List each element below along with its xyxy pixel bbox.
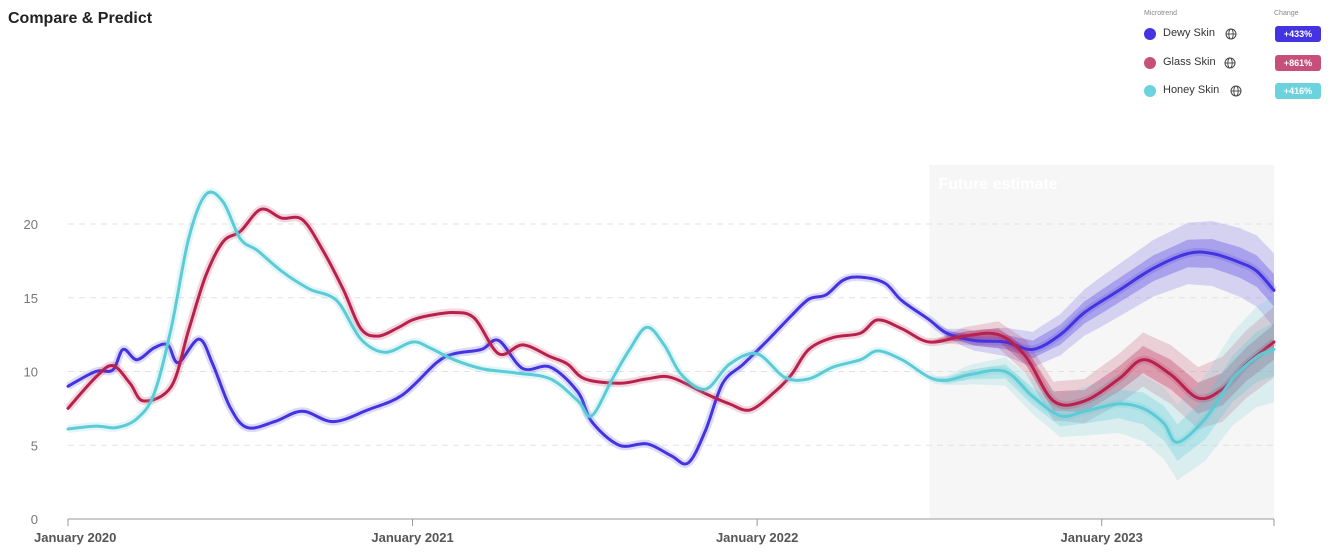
dewy-skin-forecast-band	[929, 221, 1274, 368]
legend-item-glass-skin[interactable]: Glass Skin +861%	[1136, 53, 1326, 73]
globe-icon[interactable]	[1224, 57, 1236, 69]
glass-skin-color-dot	[1144, 57, 1156, 69]
future-estimate-label: Future estimate	[938, 176, 1057, 193]
x-tick-label: January 2023	[1061, 530, 1143, 545]
globe-icon[interactable]	[1225, 28, 1237, 40]
legend-item-label: Dewy Skin	[1163, 27, 1215, 39]
change-badge: +861%	[1275, 55, 1321, 71]
dewy-skin-color-dot	[1144, 28, 1156, 40]
honey-skin-forecast-band	[929, 322, 1274, 461]
honey-skin-color-dot	[1144, 85, 1156, 97]
page-title: Compare & Predict	[8, 10, 153, 27]
y-tick-label: 10	[24, 365, 38, 380]
y-tick-label: 5	[31, 438, 38, 453]
honey-skin-forecast-band	[929, 296, 1274, 481]
change-badge: +433%	[1275, 26, 1321, 42]
legend-microtrend-heading: Microtrend	[1144, 10, 1178, 17]
legend: Microtrend Change Dewy Skin +433% Glass …	[1136, 8, 1326, 108]
legend-item-label: Glass Skin	[1163, 56, 1216, 68]
globe-icon[interactable]	[1230, 85, 1242, 97]
legend-item-dewy-skin[interactable]: Dewy Skin +433%	[1136, 24, 1326, 44]
x-tick-label: January 2022	[716, 530, 798, 545]
dewy-skin-series-line[interactable]	[66, 250, 1276, 466]
change-badge: +416%	[1275, 83, 1321, 99]
x-tick-label: January 2020	[34, 530, 116, 545]
y-tick-label: 0	[31, 512, 38, 527]
legend-item-label: Honey Skin	[1163, 84, 1220, 96]
dewy-skin-forecast-band	[929, 238, 1274, 359]
glass-skin-forecast-band	[929, 306, 1274, 430]
honey-skin-series-line[interactable]	[66, 190, 1276, 444]
legend-item-honey-skin[interactable]: Honey Skin +416%	[1136, 81, 1326, 101]
glass-skin-series-line[interactable]	[66, 207, 1276, 412]
y-tick-label: 20	[24, 217, 38, 232]
x-tick-label: January 2021	[371, 530, 453, 545]
legend-change-heading: Change	[1274, 10, 1299, 17]
y-tick-label: 15	[24, 291, 38, 306]
